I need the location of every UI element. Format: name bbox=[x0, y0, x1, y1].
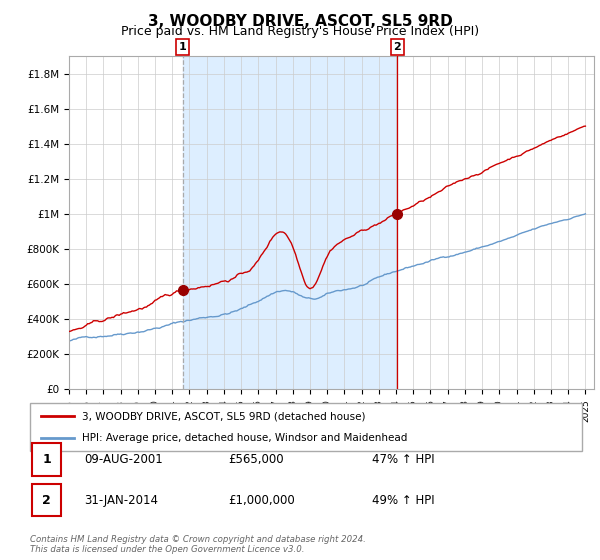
FancyBboxPatch shape bbox=[32, 443, 61, 475]
Text: 09-AUG-2001: 09-AUG-2001 bbox=[84, 452, 163, 466]
Text: 49% ↑ HPI: 49% ↑ HPI bbox=[372, 493, 434, 507]
Text: £565,000: £565,000 bbox=[228, 452, 284, 466]
Text: 3, WOODBY DRIVE, ASCOT, SL5 9RD: 3, WOODBY DRIVE, ASCOT, SL5 9RD bbox=[148, 14, 452, 29]
Text: 47% ↑ HPI: 47% ↑ HPI bbox=[372, 452, 434, 466]
Text: 1: 1 bbox=[42, 452, 51, 466]
Text: Price paid vs. HM Land Registry's House Price Index (HPI): Price paid vs. HM Land Registry's House … bbox=[121, 25, 479, 38]
FancyBboxPatch shape bbox=[32, 484, 61, 516]
Text: 2: 2 bbox=[42, 493, 51, 507]
Text: HPI: Average price, detached house, Windsor and Maidenhead: HPI: Average price, detached house, Wind… bbox=[82, 433, 408, 443]
Bar bbox=[182, 56, 397, 389]
Text: 2: 2 bbox=[394, 42, 401, 52]
Text: 31-JAN-2014: 31-JAN-2014 bbox=[84, 493, 158, 507]
FancyBboxPatch shape bbox=[30, 403, 582, 451]
Text: Contains HM Land Registry data © Crown copyright and database right 2024.
This d: Contains HM Land Registry data © Crown c… bbox=[30, 535, 366, 554]
Text: 3, WOODBY DRIVE, ASCOT, SL5 9RD (detached house): 3, WOODBY DRIVE, ASCOT, SL5 9RD (detache… bbox=[82, 411, 366, 421]
Text: 1: 1 bbox=[179, 42, 187, 52]
Text: £1,000,000: £1,000,000 bbox=[228, 493, 295, 507]
